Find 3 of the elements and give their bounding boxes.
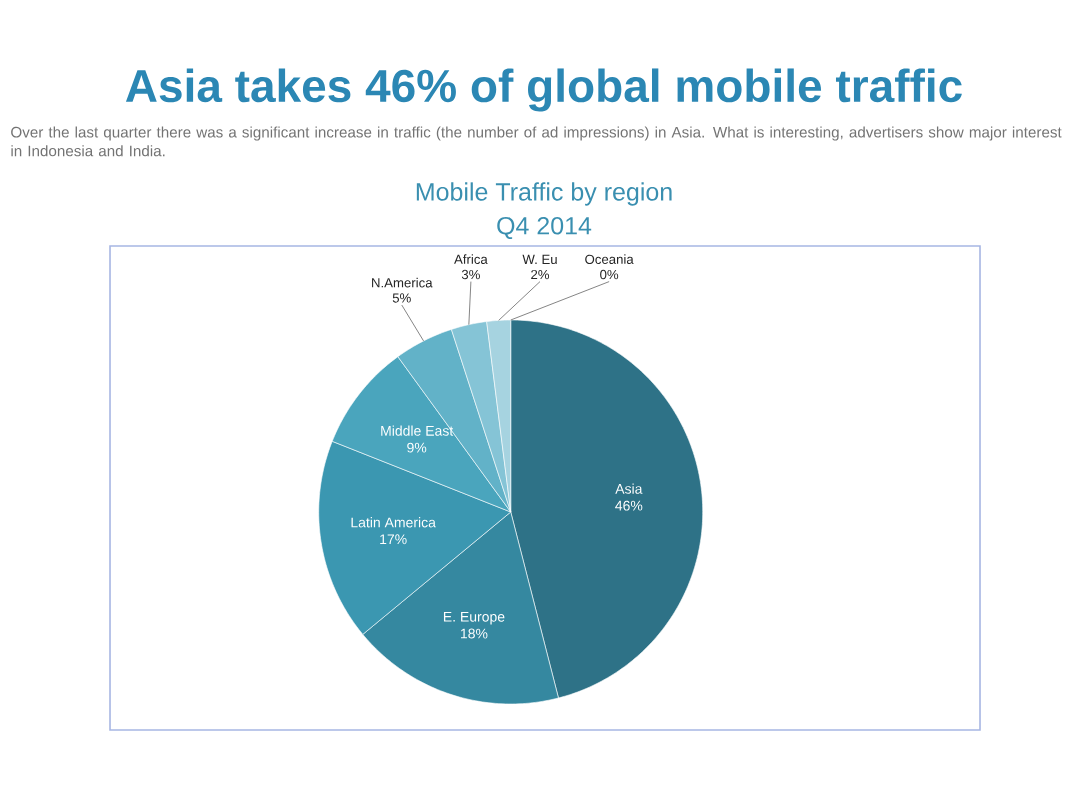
text: Q4 2014: [497, 216, 592, 240]
chart-title: Asia takes 46% of global mobile traffic: [125, 68, 962, 112]
text: Mobile Traffic by region: [416, 182, 672, 206]
